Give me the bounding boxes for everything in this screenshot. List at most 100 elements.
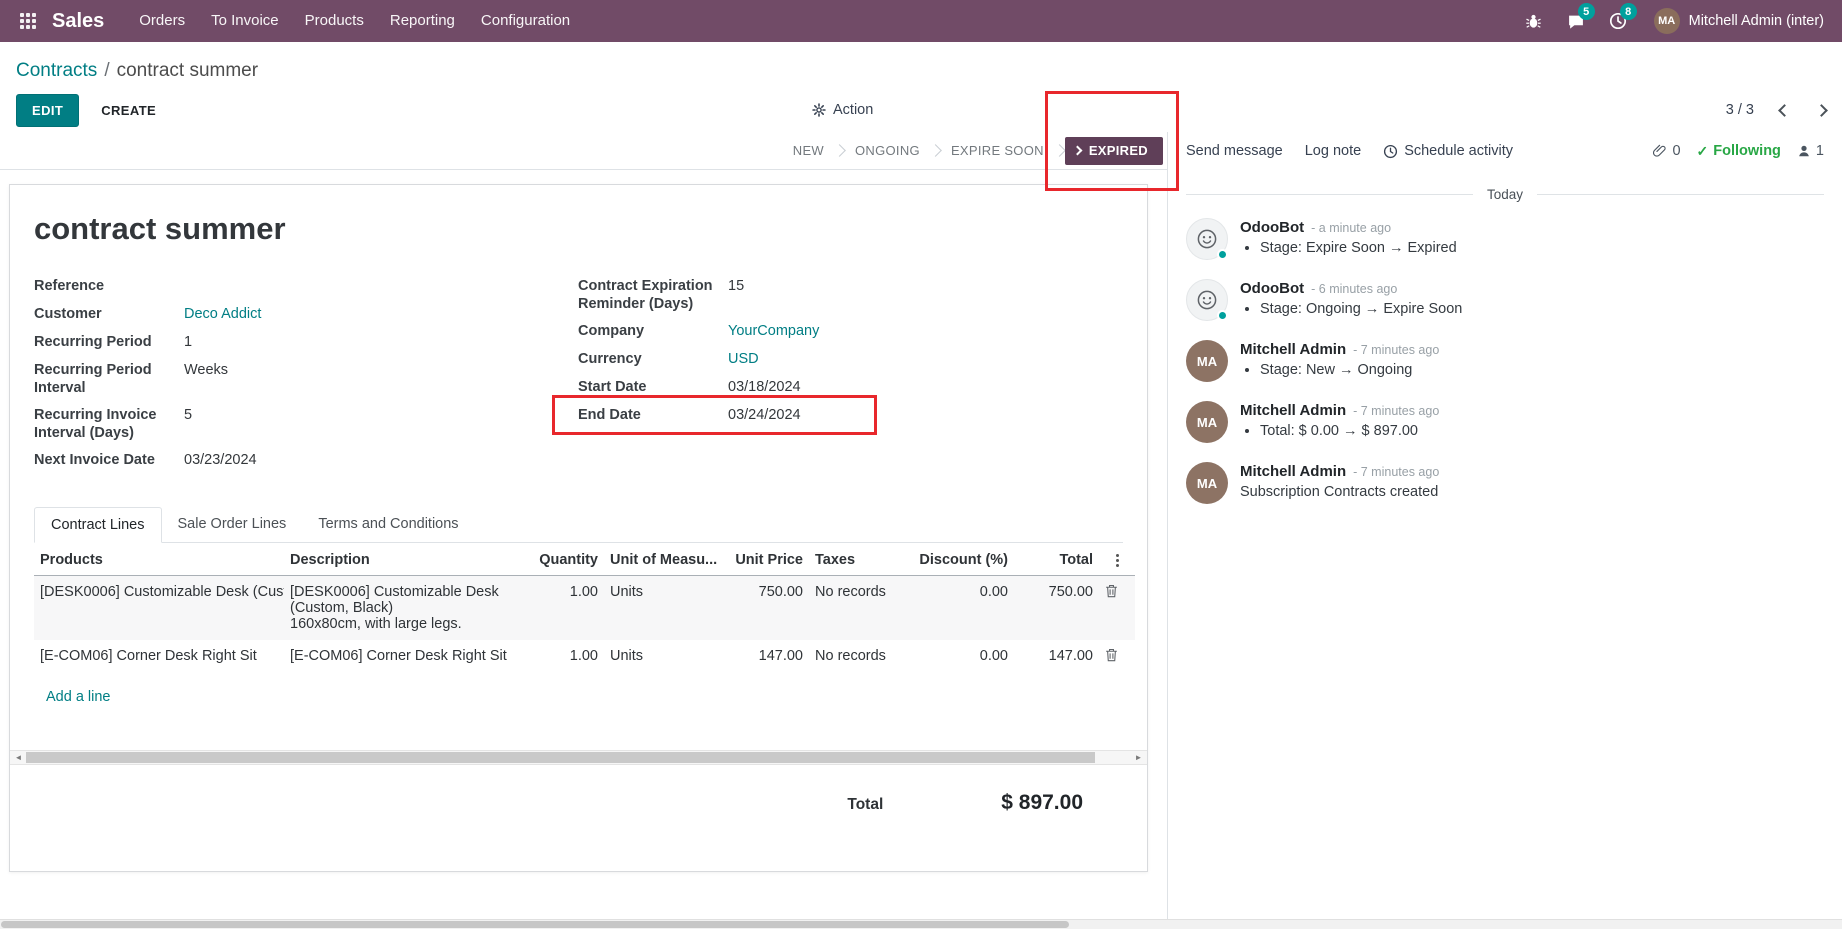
user-avatar: MA [1653, 8, 1680, 34]
check-icon: ✓ [1696, 142, 1709, 159]
field-label: Recurring Invoice Interval (Days) [34, 407, 157, 441]
window-scrollbar-thumb[interactable] [1, 921, 1070, 928]
cell-quantity: 1.00 [569, 584, 598, 600]
edit-button[interactable]: EDIT [16, 93, 80, 127]
field-label: Recurring Period Interval [34, 362, 152, 396]
delete-line-button[interactable] [1099, 640, 1135, 672]
recurring-period-interval-value: Weeks [184, 362, 229, 378]
field-customer: Customer Deco Addict [34, 305, 534, 324]
add-line-row: Add a line [34, 672, 1135, 722]
debug-bug-icon[interactable] [1516, 0, 1552, 42]
expiration-reminder-value: 15 [728, 278, 745, 294]
trash-icon [1106, 648, 1117, 662]
following-button[interactable]: ✓ Following [1697, 143, 1781, 160]
app-name[interactable]: Sales [52, 9, 105, 32]
odoobot-avatar [1186, 218, 1228, 260]
menu-reporting[interactable]: Reporting [389, 12, 455, 29]
window-horizontal-scrollbar[interactable] [0, 919, 1842, 929]
total-label: Total [847, 796, 884, 813]
apps-menu-icon[interactable] [10, 0, 46, 42]
record-title: contract summer [34, 211, 286, 246]
field-group-right: Contract Expiration Reminder (Days) 15 C… [552, 277, 1093, 479]
total-row: Total $ 897.00 [34, 791, 1123, 815]
tab-sale-order-lines[interactable]: Sale Order Lines [177, 516, 287, 532]
trash-icon [1106, 584, 1117, 598]
message-time: - 7 minutes ago [1353, 404, 1440, 418]
col-taxes: Taxes [809, 543, 909, 576]
create-button[interactable]: CREATE [101, 102, 157, 118]
log-note-button[interactable]: Log note [1304, 143, 1362, 159]
breadcrumb-contracts-link[interactable]: Contracts [16, 60, 98, 81]
field-company: Company YourCompany [578, 322, 1093, 341]
cell-product: [E-COM06] Corner Desk Right Sit [40, 648, 257, 664]
cell-taxes: No records [815, 648, 886, 664]
send-message-button[interactable]: Send message [1186, 143, 1283, 159]
field-next-invoice-date: Next Invoice Date 03/23/2024 [34, 451, 534, 470]
currency-link[interactable]: USD [728, 351, 759, 367]
delete-line-button[interactable] [1099, 576, 1135, 641]
column-options-button[interactable] [1099, 543, 1135, 576]
end-date-value: 03/24/2024 [728, 407, 801, 423]
menu-products[interactable]: Products [304, 12, 364, 29]
schedule-activity-button[interactable]: Schedule activity [1383, 143, 1513, 159]
message-body: Stage: Expire Soon → Expired [1260, 240, 1457, 256]
statusbar: NEW ONGOING EXPIRE SOON EXPIRED [0, 90, 1179, 191]
scroll-left-arrow-icon[interactable]: ◄ [14, 753, 23, 762]
message-body: Total: $ 0.00 → $ 897.00 [1260, 423, 1439, 439]
pager-previous-icon[interactable] [1778, 103, 1791, 117]
activities-icon[interactable]: 8 [1600, 0, 1637, 42]
field-label: End Date [578, 407, 641, 423]
cell-taxes: No records [815, 584, 886, 600]
field-label: Recurring Period [34, 334, 152, 350]
form-sheet: contract summer Reference Customer Deco … [9, 184, 1148, 872]
action-menu-button[interactable]: Action [812, 102, 873, 118]
chatter-message: MA Mitchell Admin - 7 minutes ago Total:… [1186, 401, 1824, 443]
company-link[interactable]: YourCompany [728, 323, 820, 339]
breadcrumb-separator: / [104, 60, 110, 81]
grid-icon [20, 13, 36, 29]
field-label: Currency [578, 351, 642, 367]
cell-description: [DESK0006] Customizable Desk (Custom, Bl… [290, 584, 499, 632]
message-author: Mitchell Admin [1240, 463, 1347, 480]
breadcrumb-current: contract summer [116, 60, 259, 81]
stage-expire-soon[interactable]: EXPIRE SOON [950, 143, 1044, 158]
stage-ongoing[interactable]: ONGOING [855, 143, 920, 158]
divider-label: Today [1486, 187, 1524, 202]
scrollbar-thumb[interactable] [26, 752, 1095, 763]
mitchell-admin-avatar: MA [1186, 340, 1228, 382]
menu-to-invoice[interactable]: To Invoice [211, 12, 279, 29]
vertical-dots-icon [1115, 553, 1119, 567]
field-reference: Reference [34, 277, 534, 296]
field-recurring-period: Recurring Period 1 [34, 333, 534, 352]
col-unit-price: Unit Price [719, 543, 809, 576]
field-label: Start Date [578, 379, 647, 395]
col-products: Products [34, 543, 284, 576]
add-a-line-button[interactable]: Add a line [46, 689, 111, 705]
user-menu[interactable]: MA Mitchell Admin (inter) [1642, 8, 1832, 34]
chatter-panel: Send message Log note Schedule activity … [1167, 132, 1842, 929]
cell-discount: 0.00 [979, 584, 1008, 600]
pager-next-icon[interactable] [1815, 103, 1828, 117]
message-body: Stage: New → Ongoing [1260, 362, 1439, 378]
message-body: Subscription Contracts created [1240, 484, 1439, 500]
attachments-button[interactable]: 0 [1653, 143, 1681, 159]
scroll-right-arrow-icon[interactable]: ► [1134, 753, 1143, 762]
followers-button[interactable]: 1 [1797, 143, 1824, 159]
start-date-value: 03/18/2024 [728, 379, 801, 395]
stage-new[interactable]: NEW [792, 143, 824, 158]
messages-icon[interactable]: 5 [1558, 0, 1595, 42]
chatter-message: OdooBot - a minute ago Stage: Expire Soo… [1186, 218, 1824, 260]
cell-quantity: 1.00 [569, 648, 598, 664]
customer-link[interactable]: Deco Addict [184, 306, 262, 322]
menu-orders[interactable]: Orders [139, 12, 186, 29]
table-horizontal-scrollbar[interactable]: ◄ ► [10, 750, 1147, 765]
table-row: [DESK0006] Customizable Desk (Custom, ..… [34, 575, 1135, 641]
stage-expired[interactable]: EXPIRED [1044, 90, 1179, 191]
paperclip-icon [1653, 144, 1667, 157]
tab-terms-and-conditions[interactable]: Terms and Conditions [318, 516, 459, 532]
field-label: Reference [34, 278, 105, 294]
message-time: - 7 minutes ago [1353, 343, 1440, 357]
tab-contract-lines[interactable]: Contract Lines [34, 507, 162, 543]
navbar-systray: 5 8 MA Mitchell Admin (inter) [1516, 0, 1832, 42]
menu-configuration[interactable]: Configuration [480, 12, 571, 29]
